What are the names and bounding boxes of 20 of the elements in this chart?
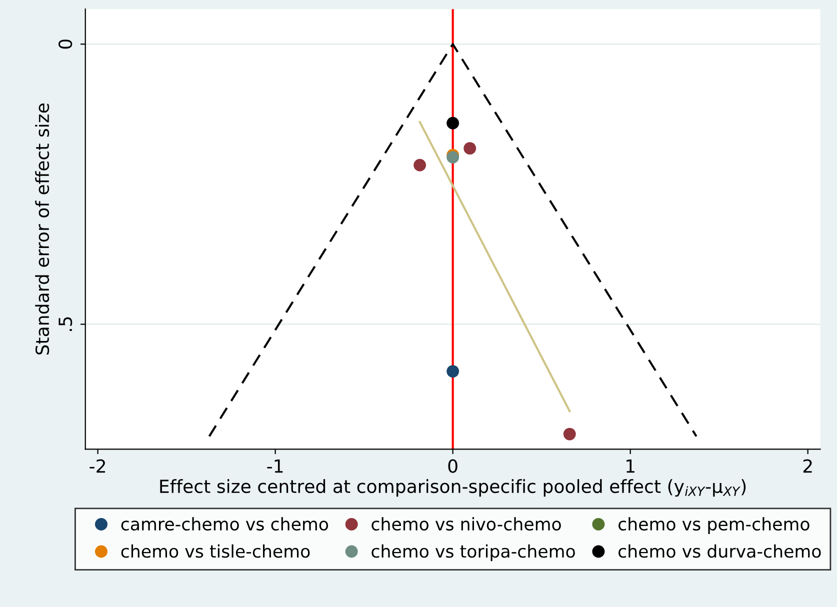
x-tick-label: 1 — [626, 459, 634, 473]
x-tick-label: 0 — [448, 459, 458, 473]
y-axis-title: Standard error of effect size — [35, 104, 50, 355]
legend-label: chemo vs durva-chemo — [618, 544, 821, 558]
legend-label: chemo vs nivo-chemo — [372, 517, 561, 531]
x-axis-title: Effect size centred at comparison-specific pooled effect (y$_{iXY}$-μ$_{XY}$) — [160, 479, 746, 497]
point — [446, 365, 460, 378]
point — [446, 116, 460, 130]
y-tick-label: .5 — [58, 317, 72, 331]
legend-label: chemo vs tisle-chemo — [121, 544, 310, 558]
point — [446, 151, 460, 164]
x-tick-label: 2 — [803, 459, 812, 473]
point — [464, 142, 476, 155]
point — [563, 428, 576, 440]
x-tick-label: -1 — [267, 459, 283, 473]
legend-label: camre-chemo vs chemo — [121, 517, 328, 531]
legend-label: chemo vs pem-chemo — [618, 517, 810, 534]
point — [414, 158, 426, 172]
x-tick-label: -2 — [90, 459, 105, 473]
legend-label: chemo vs toripa-chemo — [372, 544, 575, 562]
